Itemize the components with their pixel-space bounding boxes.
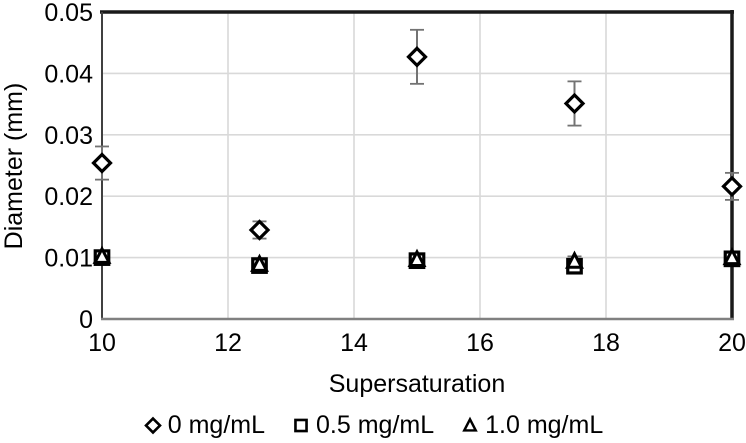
- square-legend-icon: [294, 418, 308, 433]
- y-tick-label: 0: [79, 306, 93, 334]
- y-tick-label: 0.02: [44, 183, 93, 211]
- legend-item-diamond: 0 mg/mL: [143, 411, 265, 440]
- legend-item-triangle: 1.0 mg/mL: [460, 411, 603, 440]
- marker-triangle: [250, 253, 269, 272]
- y-tick-label: 0.05: [44, 0, 93, 27]
- y-axis-title: Diameter (mm): [0, 83, 28, 250]
- legend-label: 1.0 mg/mL: [485, 410, 604, 439]
- y-tick-label: 0.01: [44, 245, 93, 273]
- marker-diamond: [143, 416, 162, 435]
- gridlines: [102, 12, 732, 319]
- triangle-legend-icon: [462, 416, 478, 432]
- x-tick-label: 14: [340, 329, 368, 357]
- marker-diamond: [406, 46, 428, 68]
- x-tick-label: 10: [88, 329, 116, 357]
- marker-triangle: [462, 416, 478, 432]
- x-tick-label: 12: [214, 329, 242, 357]
- marker-triangle: [722, 246, 742, 266]
- marker-diamond: [248, 219, 271, 241]
- axes-and-border: [100, 10, 734, 321]
- marker-triangle: [407, 248, 427, 267]
- x-axis-title: Supersaturation: [329, 370, 506, 398]
- marker-diamond: [91, 152, 113, 174]
- y-tick-label: 0.03: [44, 122, 93, 150]
- x-tick-label: 20: [718, 329, 746, 357]
- marker-triangle: [565, 250, 584, 269]
- tick-labels: 10 12 14 16 18 20 0 0.01 0.02 0.03 0.04 0.05: [44, 0, 746, 357]
- x-tick-label: 16: [466, 329, 494, 357]
- marker-diamond: [721, 175, 743, 198]
- legend-item-square: 0.5 mg/mL: [291, 411, 434, 440]
- chart-legend: 0 mg/mL 0.5 mg/mL 1.0 mg/mL: [0, 409, 746, 441]
- data-markers: [91, 46, 743, 275]
- y-tick-label: 0.04: [44, 60, 93, 88]
- diamond-legend-icon: [143, 416, 162, 435]
- legend-label: 0 mg/mL: [167, 410, 266, 439]
- marker-square: [294, 418, 308, 433]
- x-tick-label: 18: [592, 329, 620, 357]
- marker-triangle: [92, 245, 112, 264]
- legend-label: 0.5 mg/mL: [316, 410, 435, 439]
- marker-diamond: [563, 92, 586, 115]
